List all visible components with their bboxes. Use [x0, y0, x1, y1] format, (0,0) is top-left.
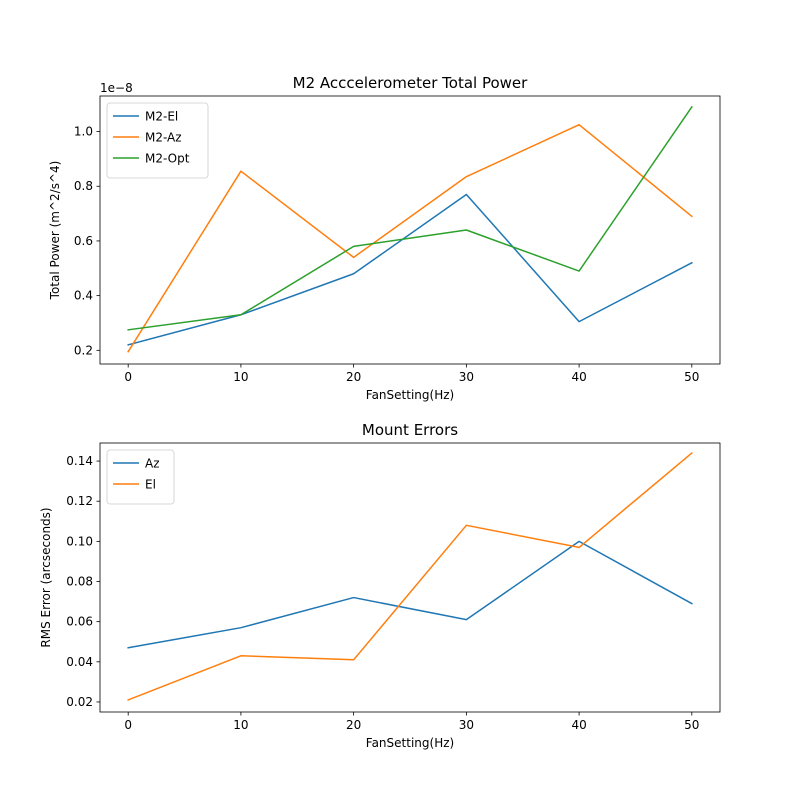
x-axis-label: FanSetting(Hz)	[366, 736, 454, 750]
y-tick-label: 0.6	[74, 234, 93, 248]
series-line-m2-opt	[127, 105, 693, 331]
y-tick-label: 0.06	[66, 615, 93, 629]
legend-entry: M2-Opt	[145, 152, 190, 166]
top-chart-total-power: 0 10 20 30 40 50 0.2 0.4 0.6 0.8 1.0 M2 Acccelerome…	[48, 74, 721, 402]
legend-entry: M2-El	[145, 110, 178, 124]
y-tick-label: 0.2	[74, 343, 93, 357]
axes-frame	[99, 95, 721, 365]
y-offset-text: 1e−8	[100, 81, 133, 95]
legend-entry: M2-Az	[145, 131, 182, 145]
x-tick-label: 20	[346, 718, 361, 732]
x-tick-label: 10	[233, 718, 248, 732]
series-line-m2-el	[127, 193, 693, 346]
legend-box	[106, 449, 175, 505]
series-line-el	[127, 451, 693, 701]
y-tick-label: 0.12	[66, 494, 93, 508]
x-tick-label: 30	[459, 718, 474, 732]
x-tick-label: 0	[124, 718, 132, 732]
legend-entry: El	[145, 478, 156, 492]
y-axis-label: RMS Error (arcseconds)	[39, 507, 53, 647]
y-tick-label: 0.08	[66, 575, 93, 589]
x-tick-label: 20	[346, 370, 361, 384]
legend-box	[106, 102, 209, 179]
y-axis-label: Total Power (m^2/s^4)	[48, 161, 62, 301]
y-tick-label: 0.8	[74, 179, 93, 193]
series-line-az	[127, 540, 693, 649]
x-tick-label: 50	[684, 718, 699, 732]
y-tick-label: 0.14	[66, 454, 93, 468]
legend-entry: Az	[145, 457, 160, 471]
x-axis-label: FanSetting(Hz)	[366, 388, 454, 402]
axes-frame	[99, 442, 721, 713]
series-line-m2-az	[127, 123, 693, 353]
x-tick-label: 40	[571, 370, 586, 384]
x-tick-label: 50	[684, 370, 699, 384]
y-tick-label: 0.10	[66, 534, 93, 548]
chart-title: M2 Acccelerometer Total Power	[293, 74, 529, 92]
y-tick-label: 0.4	[74, 289, 93, 303]
chart-title: Mount Errors	[362, 421, 458, 439]
y-tick-label: 0.04	[66, 655, 93, 669]
y-tick-label: 1.0	[74, 125, 93, 139]
x-tick-label: 0	[124, 370, 132, 384]
x-tick-label: 10	[233, 370, 248, 384]
x-tick-label: 30	[459, 370, 474, 384]
x-tick-label: 40	[571, 718, 586, 732]
y-tick-label: 0.02	[66, 695, 93, 709]
bottom-chart-mount-errors: 0 10 20 30 40 50 0.02 0.04 0.06 0.08 0.10 0.12 0.14 M…	[39, 421, 721, 750]
